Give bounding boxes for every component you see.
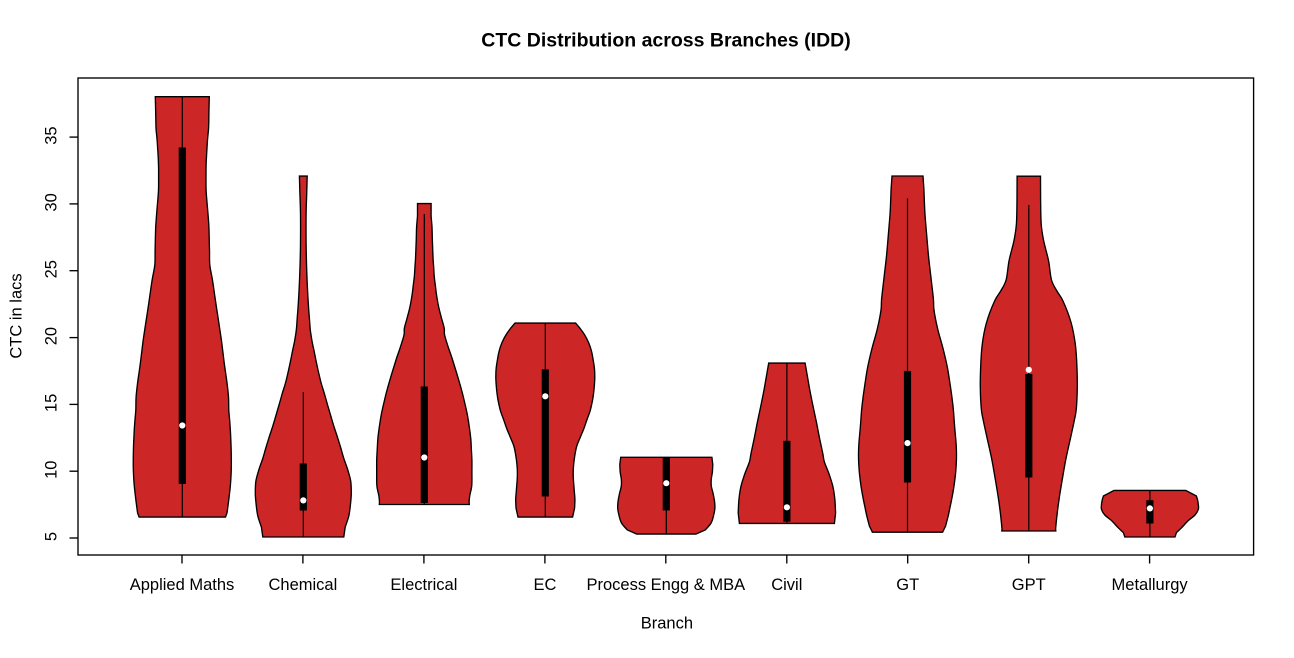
svg-text:Chemical: Chemical — [269, 576, 338, 594]
svg-text:Applied Maths: Applied Maths — [130, 576, 235, 594]
svg-text:35: 35 — [43, 126, 61, 144]
svg-text:Branch: Branch — [641, 614, 693, 632]
svg-text:25: 25 — [43, 260, 61, 278]
svg-text:Process Engg & MBA: Process Engg & MBA — [586, 576, 745, 594]
svg-text:10: 10 — [43, 461, 61, 479]
svg-text:GT: GT — [896, 576, 919, 594]
svg-text:15: 15 — [43, 394, 61, 412]
svg-text:5: 5 — [43, 532, 61, 541]
svg-text:20: 20 — [43, 327, 61, 345]
svg-text:Electrical: Electrical — [390, 576, 457, 594]
svg-text:CTC Distribution across Branch: CTC Distribution across Branches (IDD) — [481, 30, 850, 52]
svg-text:30: 30 — [43, 193, 61, 211]
svg-text:Civil: Civil — [771, 576, 802, 594]
svg-text:EC: EC — [533, 576, 556, 594]
svg-text:GPT: GPT — [1012, 576, 1046, 594]
svg-text:CTC in lacs: CTC in lacs — [8, 273, 26, 358]
svg-text:Metallurgy: Metallurgy — [1112, 576, 1189, 594]
